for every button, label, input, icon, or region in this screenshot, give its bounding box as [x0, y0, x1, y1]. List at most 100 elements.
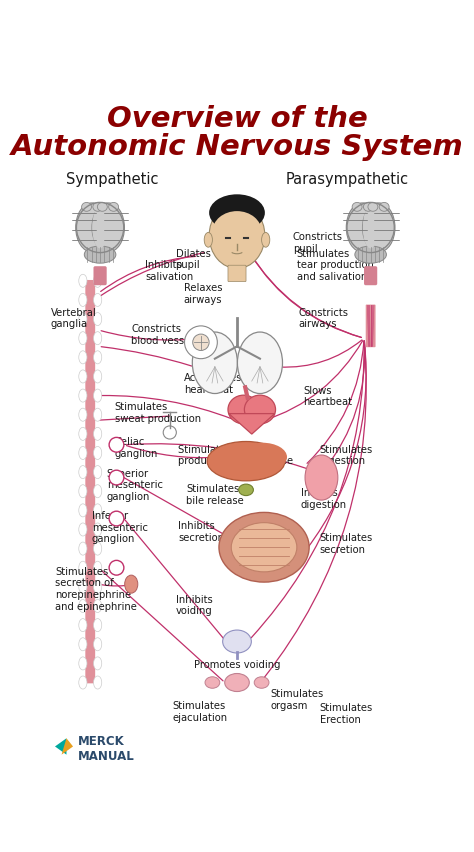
- Ellipse shape: [93, 428, 102, 440]
- Ellipse shape: [79, 523, 87, 537]
- Ellipse shape: [79, 676, 87, 689]
- Circle shape: [109, 561, 124, 575]
- Ellipse shape: [355, 247, 386, 264]
- FancyBboxPatch shape: [93, 267, 107, 286]
- Text: Constricts
airways: Constricts airways: [299, 308, 348, 329]
- Ellipse shape: [209, 195, 265, 232]
- Ellipse shape: [93, 466, 102, 479]
- Ellipse shape: [219, 513, 309, 583]
- Text: Vertebral
ganglia: Vertebral ganglia: [51, 308, 97, 329]
- Ellipse shape: [245, 395, 275, 424]
- Ellipse shape: [364, 203, 374, 212]
- Ellipse shape: [209, 204, 265, 269]
- FancyBboxPatch shape: [85, 280, 95, 683]
- Text: MERCK
MANUAL: MERCK MANUAL: [78, 734, 135, 763]
- Ellipse shape: [93, 447, 102, 460]
- Ellipse shape: [237, 332, 283, 394]
- Ellipse shape: [97, 203, 107, 212]
- Text: Stimulates
sweat production: Stimulates sweat production: [115, 401, 201, 423]
- Ellipse shape: [79, 371, 87, 383]
- Ellipse shape: [79, 314, 87, 326]
- Ellipse shape: [79, 389, 87, 403]
- Polygon shape: [229, 414, 275, 435]
- Ellipse shape: [79, 600, 87, 613]
- Ellipse shape: [231, 523, 297, 573]
- Text: Autonomic Nervous System: Autonomic Nervous System: [10, 132, 464, 160]
- Ellipse shape: [82, 203, 91, 212]
- Ellipse shape: [204, 233, 212, 248]
- Ellipse shape: [92, 204, 125, 253]
- Text: Sympathetic: Sympathetic: [66, 171, 158, 187]
- Text: Dilates
pupil: Dilates pupil: [175, 249, 210, 270]
- FancyBboxPatch shape: [228, 266, 246, 282]
- Ellipse shape: [93, 314, 102, 326]
- Text: Stimulates
secretion: Stimulates secretion: [320, 532, 373, 555]
- Ellipse shape: [212, 212, 262, 253]
- Text: Celiac
ganglion: Celiac ganglion: [115, 437, 158, 458]
- Ellipse shape: [93, 409, 102, 422]
- Ellipse shape: [79, 351, 87, 365]
- Ellipse shape: [79, 466, 87, 479]
- Circle shape: [193, 335, 209, 351]
- Text: Inhibits
voiding: Inhibits voiding: [175, 594, 212, 616]
- Ellipse shape: [238, 485, 254, 496]
- Ellipse shape: [93, 275, 102, 288]
- Ellipse shape: [93, 523, 102, 537]
- Ellipse shape: [93, 619, 102, 632]
- Ellipse shape: [93, 294, 102, 307]
- Text: Constricts
blood vessels: Constricts blood vessels: [131, 324, 199, 345]
- Ellipse shape: [79, 657, 87, 671]
- Ellipse shape: [84, 247, 116, 264]
- Ellipse shape: [109, 203, 118, 212]
- Ellipse shape: [93, 371, 102, 383]
- Ellipse shape: [192, 332, 237, 394]
- Polygon shape: [55, 739, 66, 755]
- Ellipse shape: [79, 561, 87, 574]
- Text: Stimulates
digestion: Stimulates digestion: [320, 444, 373, 466]
- Ellipse shape: [79, 581, 87, 594]
- FancyBboxPatch shape: [364, 267, 377, 286]
- Ellipse shape: [79, 409, 87, 422]
- Text: Overview of the: Overview of the: [107, 106, 367, 133]
- Text: Stimulates
orgasm: Stimulates orgasm: [271, 688, 324, 710]
- Ellipse shape: [205, 677, 220, 688]
- Ellipse shape: [262, 233, 270, 248]
- Ellipse shape: [79, 428, 87, 440]
- Text: Relaxes
airways: Relaxes airways: [184, 283, 222, 304]
- Text: Inhibits
salivation: Inhibits salivation: [145, 260, 193, 282]
- Text: Stimulates
tear production
and salivation: Stimulates tear production and salivatio…: [297, 249, 374, 282]
- Ellipse shape: [346, 204, 379, 253]
- Ellipse shape: [93, 657, 102, 671]
- Ellipse shape: [363, 204, 395, 253]
- Circle shape: [184, 326, 217, 360]
- Text: Inhibits
secretion: Inhibits secretion: [178, 521, 224, 542]
- Ellipse shape: [305, 456, 338, 500]
- Ellipse shape: [79, 332, 87, 345]
- Ellipse shape: [93, 600, 102, 613]
- Ellipse shape: [93, 485, 102, 498]
- Circle shape: [109, 511, 124, 527]
- Ellipse shape: [238, 443, 287, 472]
- Text: Stimulates
bile release: Stimulates bile release: [186, 484, 244, 505]
- Text: Stimulates
ejaculation: Stimulates ejaculation: [172, 700, 228, 722]
- Ellipse shape: [93, 203, 103, 212]
- Circle shape: [109, 470, 124, 486]
- Ellipse shape: [92, 207, 108, 249]
- Ellipse shape: [228, 395, 259, 424]
- Text: Superior
mesenteric
ganglion: Superior mesenteric ganglion: [107, 468, 163, 501]
- Ellipse shape: [225, 674, 249, 692]
- Ellipse shape: [93, 332, 102, 345]
- Ellipse shape: [368, 203, 378, 212]
- Ellipse shape: [79, 619, 87, 632]
- Ellipse shape: [79, 447, 87, 460]
- Text: Constricts
pupil: Constricts pupil: [293, 233, 343, 254]
- Text: Stimulates
Erection: Stimulates Erection: [320, 702, 373, 724]
- Ellipse shape: [93, 561, 102, 574]
- Ellipse shape: [79, 294, 87, 307]
- Ellipse shape: [79, 485, 87, 498]
- Ellipse shape: [125, 575, 138, 594]
- Ellipse shape: [352, 203, 362, 212]
- Ellipse shape: [76, 204, 108, 253]
- Text: Inhibits
digestion: Inhibits digestion: [301, 487, 347, 509]
- Ellipse shape: [379, 203, 389, 212]
